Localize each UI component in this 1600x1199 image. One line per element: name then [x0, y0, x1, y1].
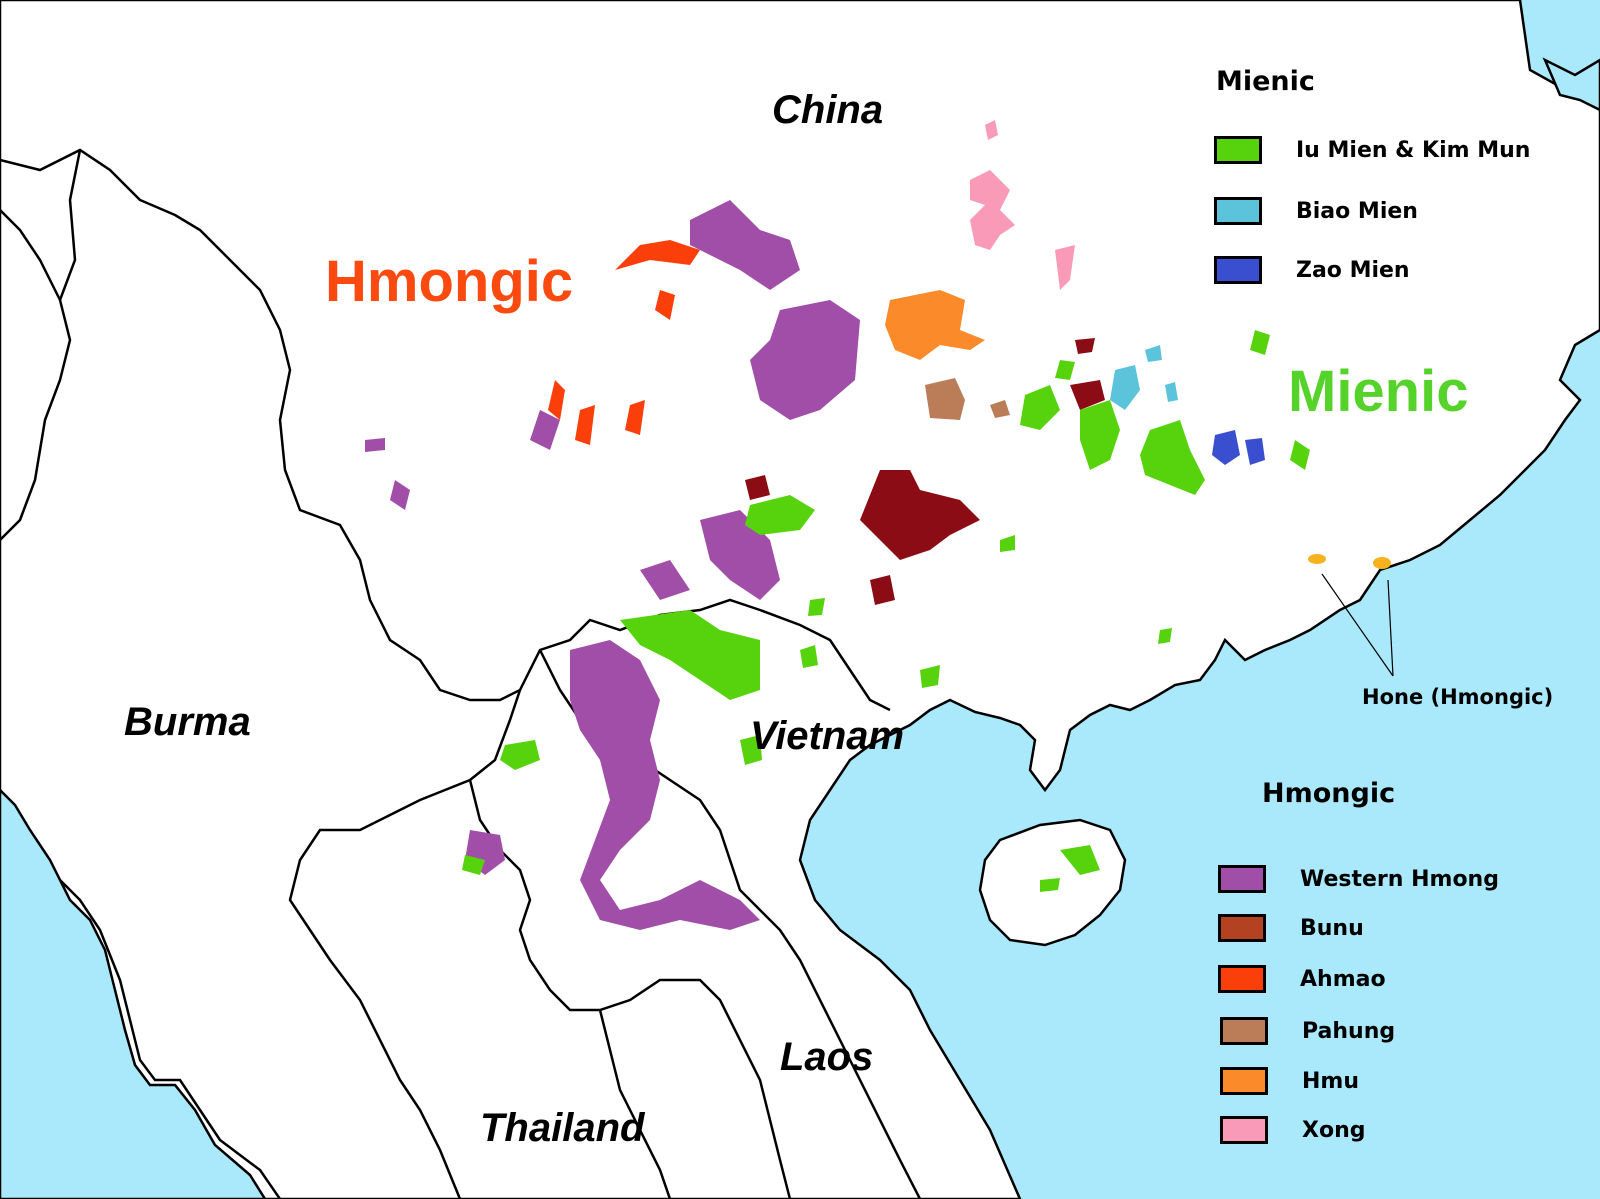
swatch-biao-mien	[1214, 197, 1262, 225]
label-hmongic-group: Hmongic	[325, 249, 574, 314]
legend-item-ahmao: Ahmao	[1218, 962, 1386, 996]
region-biao-mien	[1110, 345, 1178, 410]
region-zao-mien	[1212, 430, 1265, 465]
swatch-hmu	[1220, 1067, 1268, 1095]
swatch-iu-mien-kim-mun	[1214, 136, 1262, 164]
label-vietnam: Vietnam	[750, 714, 905, 758]
legend-label: Pahung	[1302, 1018, 1396, 1044]
legend-item-zao-mien: Zao Mien	[1214, 253, 1410, 287]
legend-mienic-title: Mienic	[1216, 66, 1315, 97]
sea-northeast	[1542, 57, 1600, 112]
legend-label: Iu Mien & Kim Mun	[1296, 137, 1531, 163]
legend-item-xong: Xong	[1220, 1113, 1366, 1147]
legend-item-iu-mien-kim-mun: Iu Mien & Kim Mun	[1214, 133, 1530, 167]
hone-pointer-lines	[1321, 573, 1394, 677]
legend-item-biao-mien: Biao Mien	[1214, 194, 1418, 228]
legend-label: Zao Mien	[1296, 257, 1410, 283]
legend-item-pahung: Pahung	[1220, 1014, 1395, 1048]
region-hone	[1308, 554, 1391, 569]
region-ahmao	[548, 240, 700, 445]
region-pahung	[925, 378, 1010, 420]
legend-item-bunu: Bunu	[1218, 911, 1364, 945]
label-burma: Burma	[124, 700, 251, 744]
region-xong	[970, 120, 1075, 290]
legend-hmongic-title: Hmongic	[1262, 778, 1396, 809]
legend-item-western-hmong: Western Hmong	[1218, 862, 1499, 896]
label-china: China	[772, 88, 884, 132]
legend-label: Western Hmong	[1300, 866, 1499, 892]
country-borders	[0, 148, 922, 1199]
legend-item-hmu: Hmu	[1220, 1064, 1359, 1098]
label-mienic-group: Mienic	[1288, 359, 1469, 424]
region-hmu	[885, 290, 985, 360]
region-dark-red	[745, 338, 1105, 605]
swatch-ahmao	[1218, 965, 1266, 993]
region-iu-mien-kim-mun	[462, 330, 1310, 892]
swatch-bunu	[1218, 914, 1266, 942]
legend-label: Ahmao	[1300, 966, 1386, 992]
label-hone: Hone (Hmongic)	[1362, 685, 1554, 709]
label-thailand: Thailand	[480, 1106, 645, 1150]
label-laos: Laos	[780, 1035, 874, 1079]
legend-label: Xong	[1302, 1117, 1366, 1143]
legend-label: Hmu	[1302, 1068, 1359, 1094]
swatch-zao-mien	[1214, 256, 1262, 284]
legend-label: Bunu	[1300, 915, 1364, 941]
region-western-hmong	[365, 200, 860, 930]
swatch-xong	[1220, 1116, 1268, 1144]
swatch-pahung	[1220, 1017, 1268, 1045]
burma-coast-sea	[0, 788, 267, 1199]
legend-label: Biao Mien	[1296, 198, 1418, 224]
swatch-western-hmong	[1218, 865, 1266, 893]
